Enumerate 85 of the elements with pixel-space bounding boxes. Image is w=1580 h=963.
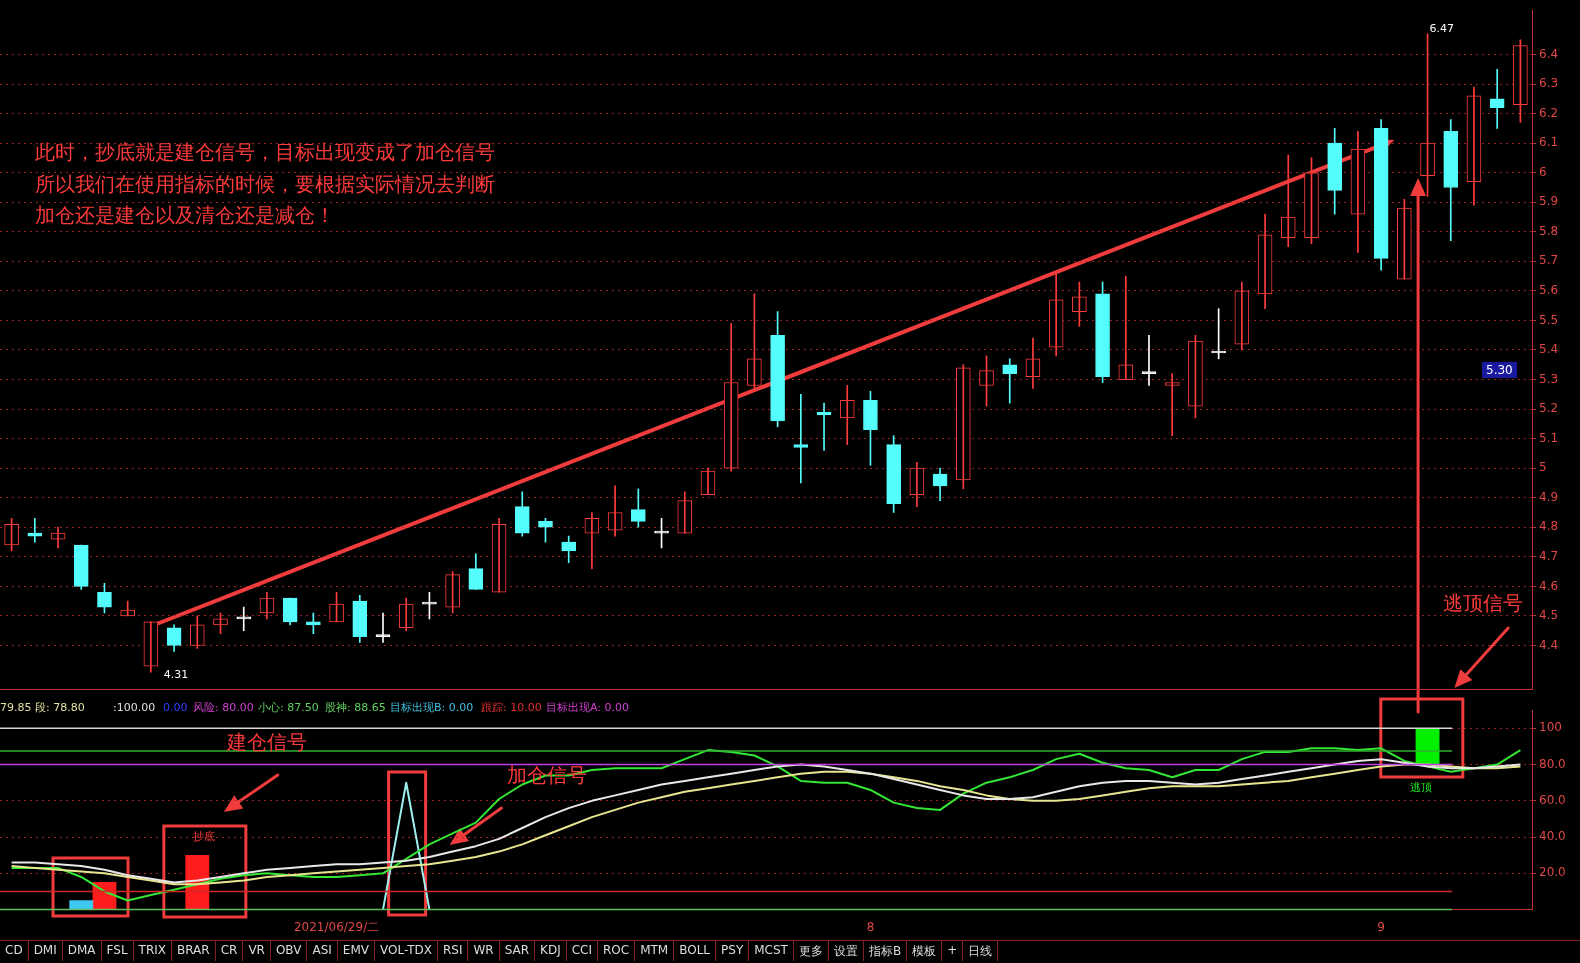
- annotation: 股神: 88.65: [325, 701, 386, 715]
- y-tick-label: 4.8: [1539, 519, 1559, 534]
- y-tick-label: 4.5: [1539, 608, 1559, 623]
- text: SAR: [499, 941, 536, 961]
- y-tick-label: 4.9: [1539, 489, 1559, 504]
- text: 模板: [907, 941, 943, 961]
- text: ASI: [307, 941, 338, 961]
- text: KDJ: [535, 941, 567, 961]
- text: EMV: [337, 941, 375, 961]
- text: 日线: [963, 941, 999, 961]
- text: FSL: [101, 941, 134, 961]
- annotation: 4.31: [163, 668, 189, 682]
- y-tick-label: 5.4: [1539, 342, 1559, 357]
- annotation: 抄底: [192, 830, 215, 844]
- y-tick-label: 80.0: [1539, 756, 1566, 771]
- y-tick-label: 5.7: [1539, 253, 1559, 268]
- x-tick-label: 8: [866, 919, 875, 934]
- text: 指标B: [863, 941, 908, 961]
- text: TRIX: [133, 941, 173, 961]
- y-tick-label: 5: [1539, 460, 1547, 475]
- candlestick: [793, 393, 809, 484]
- y-tick-label: 6.4: [1539, 46, 1559, 61]
- text: PSY: [716, 941, 750, 961]
- y-tick-label: 4.7: [1539, 548, 1559, 563]
- text: MTM: [635, 941, 675, 961]
- text: CD: [0, 941, 29, 961]
- text: WR: [468, 941, 500, 961]
- text: DMI: [28, 941, 63, 961]
- y-tick-label: 6.2: [1539, 105, 1559, 120]
- candlestick: [1118, 275, 1134, 380]
- candlestick: [1164, 373, 1180, 437]
- annotation: 所以我们在使用指标的时候，要根据实际情况去判断: [35, 172, 495, 196]
- text: CCI: [566, 941, 598, 961]
- text: BRAR: [172, 941, 216, 961]
- annotation: 79.85: [0, 701, 32, 715]
- y-tick-label: 20.0: [1539, 865, 1566, 880]
- text: VOL-TDX: [374, 941, 438, 961]
- y-tick-label: 5.2: [1539, 401, 1559, 416]
- y-tick-label: 40.0: [1539, 829, 1566, 844]
- text: DMA: [62, 941, 102, 961]
- annotation: 风险: 80.00: [193, 701, 254, 715]
- text: ROC: [597, 941, 636, 961]
- y-tick-label: 5.3: [1539, 371, 1559, 386]
- candlestick: [1141, 334, 1157, 386]
- text: 更多: [793, 941, 829, 961]
- y-tick-label: 4.6: [1539, 578, 1559, 593]
- annotation: 加仓还是建仓以及清仓还是减仓！: [35, 203, 335, 227]
- annotation: 小心: 87.50: [258, 701, 319, 715]
- annotation: 逃顶信号: [1443, 591, 1523, 615]
- candlestick: [1002, 358, 1018, 404]
- candlestick: [189, 615, 205, 649]
- text: OBV: [270, 941, 308, 961]
- annotation: 建仓信号: [227, 730, 308, 754]
- annotation: 跟踪: 10.00: [481, 701, 542, 715]
- text: +: [942, 941, 964, 961]
- bar: [69, 900, 94, 910]
- annotation: 逃顶: [1409, 781, 1432, 795]
- text: 设置: [828, 941, 864, 961]
- y-tick-label: 6: [1539, 164, 1547, 179]
- annotation: 目标出现A: 0.00: [546, 701, 630, 715]
- y-tick-label: 60.0: [1539, 792, 1566, 807]
- x-tick-label: 2021/06/29/二: [293, 919, 380, 934]
- y-tick-label: 5.6: [1539, 283, 1559, 298]
- annotation: 段: 78.80: [35, 701, 85, 715]
- y-tick-label: 5.9: [1539, 194, 1559, 209]
- annotation: 目标出现B: 0.00: [390, 701, 474, 715]
- annotation: :100.00: [113, 701, 156, 715]
- annotation: 此时，抄底就是建仓信号，目标出现变成了加仓信号: [35, 140, 495, 164]
- text: VR: [243, 941, 271, 961]
- candlestick: [375, 612, 391, 643]
- annotation: 5.30: [1482, 362, 1517, 379]
- y-tick-label: 100: [1539, 720, 1562, 735]
- annotation: 6.47: [1429, 22, 1454, 36]
- y-tick-label: 6.3: [1539, 76, 1559, 91]
- y-tick-label: 4.4: [1539, 637, 1559, 652]
- text: BOLL: [674, 941, 717, 961]
- y-tick-label: 5.1: [1539, 430, 1559, 445]
- text: RSI: [437, 941, 469, 961]
- text: CR: [215, 941, 244, 961]
- y-tick-label: 6.1: [1539, 135, 1559, 150]
- x-tick-label: 9: [1377, 919, 1385, 934]
- annotation: 0.00: [163, 701, 188, 715]
- y-tick-label: 5.8: [1539, 223, 1559, 238]
- text: MCST: [749, 941, 794, 961]
- y-tick-label: 5.5: [1539, 312, 1559, 327]
